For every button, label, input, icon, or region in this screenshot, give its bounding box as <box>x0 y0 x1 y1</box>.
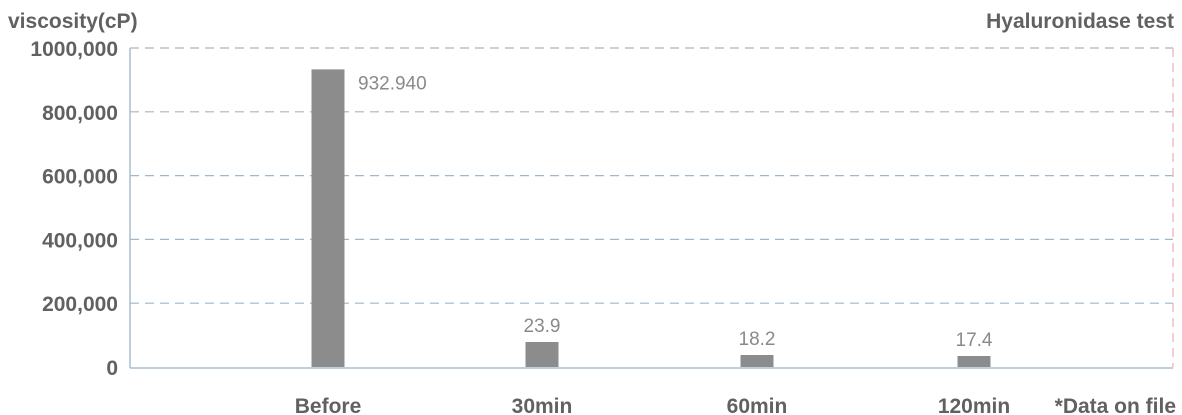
y-tick-label: 400,000 <box>42 229 118 252</box>
data-label: 23.9 <box>524 316 561 337</box>
y-tick-label: 600,000 <box>42 166 118 189</box>
y-tick-label: 1000,000 <box>30 38 118 61</box>
bar-30min <box>525 342 559 367</box>
y-axis-title: viscosity(cP) <box>8 10 138 33</box>
bar-60min <box>740 355 774 367</box>
y-tick-label: 200,000 <box>42 293 118 316</box>
chart-title: Hyaluronidase test <box>986 10 1174 33</box>
x-tick-labels: Before 30min 60min 120min <box>295 395 1010 415</box>
data-note: *Data on file <box>1055 395 1176 415</box>
data-label: 932.940 <box>358 73 427 94</box>
x-tick-label: 120min <box>938 395 1010 415</box>
x-tick-label: 60min <box>727 395 788 415</box>
y-tick-label: 800,000 <box>42 102 118 125</box>
bars: 932.940 23.9 18.2 17.4 <box>311 69 993 367</box>
gridlines <box>129 47 1174 369</box>
bar-before <box>311 69 345 367</box>
y-tick-label: 0 <box>106 357 118 380</box>
x-tick-label: Before <box>295 395 362 415</box>
data-label: 17.4 <box>956 330 993 351</box>
x-tick-label: 30min <box>512 395 573 415</box>
data-label: 18.2 <box>739 329 776 350</box>
y-tick-labels: 0 200,000 400,000 600,000 800,000 1000,000 <box>30 38 118 380</box>
bar-120min <box>957 356 991 367</box>
